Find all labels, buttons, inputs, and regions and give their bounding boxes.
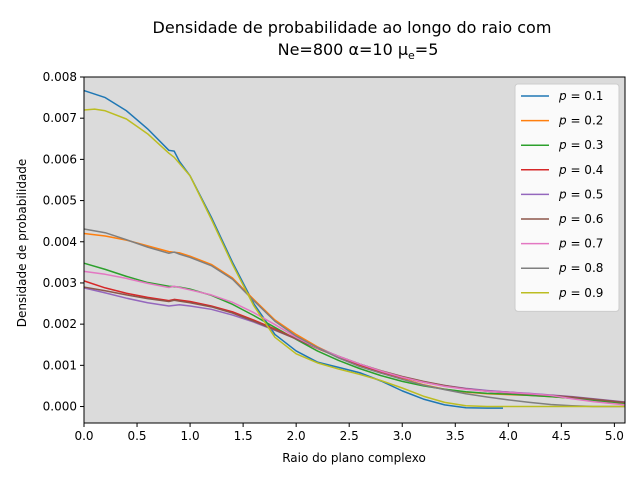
y-axis: 0.000 0.001 0.002 0.003 0.004 0.005 0.006 0.007… xyxy=(43,70,84,414)
legend-entry-value: = 0.8 xyxy=(567,261,604,275)
legend-entry-value: = 0.7 xyxy=(567,237,604,251)
y-axis-label: Densidade de probabilidade xyxy=(15,159,29,328)
plot-frame xyxy=(83,76,626,424)
legend-entry-value: = 0.5 xyxy=(567,187,604,201)
x-tick-label: 4.5 xyxy=(552,429,571,443)
y-tick-label: 0.006 xyxy=(43,152,77,166)
series-line-9 xyxy=(83,108,625,408)
series-line-1 xyxy=(83,89,504,409)
legend-entry-value: = 0.1 xyxy=(567,89,604,103)
legend-entry: p = 0.8 xyxy=(558,261,603,275)
x-tick-label: 2.5 xyxy=(340,429,359,443)
legend-entry: p = 0.2 xyxy=(558,114,603,128)
x-axis: 0.0 0.5 1.0 1.5 2.0 2.5 3.0 3.5 4.0 4.5 5.0 xyxy=(74,423,624,443)
legend-entry-value: = 0.6 xyxy=(567,212,604,226)
y-tick-label: 0.000 xyxy=(43,400,77,414)
legend-entry-value: = 0.4 xyxy=(567,163,604,177)
legend-entry: p = 0.5 xyxy=(558,187,603,201)
y-tick-label: 0.003 xyxy=(43,276,77,290)
legend-entry-value: = 0.9 xyxy=(567,286,604,300)
y-tick-label: 0.008 xyxy=(43,70,77,84)
legend-entry: p = 0.4 xyxy=(558,163,603,177)
legend-entry: p = 0.1 xyxy=(558,89,603,103)
legend-entry: p = 0.6 xyxy=(558,212,603,226)
x-tick-label: 3.5 xyxy=(446,429,465,443)
legend-entry: p = 0.9 xyxy=(558,286,603,300)
legend-entry-value: = 0.3 xyxy=(567,138,604,152)
chart-title-tail: =5 xyxy=(415,40,439,59)
legend-entry: p = 0.7 xyxy=(558,237,603,251)
x-tick-label: 5.0 xyxy=(605,429,624,443)
y-tick-label: 0.001 xyxy=(43,358,77,372)
chart-title-line1: Densidade de probabilidade ao longo do r… xyxy=(153,18,552,37)
x-tick-label: 0.0 xyxy=(74,429,93,443)
x-axis-label: Raio do plano complexo xyxy=(282,451,426,465)
x-tick-label: 2.0 xyxy=(287,429,306,443)
legend: p = 0.1 p = 0.2 p = 0.3 p = 0.4 p = 0.5 p = 0… xyxy=(514,83,620,312)
x-tick-label: 3.0 xyxy=(393,429,412,443)
y-tick-label: 0.005 xyxy=(43,194,77,208)
legend-entry-value: = 0.2 xyxy=(567,114,604,128)
series-line-8 xyxy=(83,228,625,408)
legend-box xyxy=(514,83,620,312)
x-tick-label: 1.5 xyxy=(234,429,253,443)
y-tick-label: 0.004 xyxy=(43,235,77,249)
chart-title-subscript: e xyxy=(408,49,415,62)
chart-title-main: Ne=800 α=10 μ xyxy=(278,40,408,59)
x-tick-label: 0.5 xyxy=(127,429,146,443)
y-tick-label: 0.002 xyxy=(43,317,77,331)
x-tick-label: 1.0 xyxy=(181,429,200,443)
series-line-7 xyxy=(83,270,626,406)
series-lines xyxy=(83,89,626,409)
chart-title-line2: Ne=800 α=10 μe=5 xyxy=(278,40,439,62)
x-tick-label: 4.0 xyxy=(499,429,518,443)
y-tick-label: 0.007 xyxy=(43,111,77,125)
legend-entry: p = 0.3 xyxy=(558,138,603,152)
